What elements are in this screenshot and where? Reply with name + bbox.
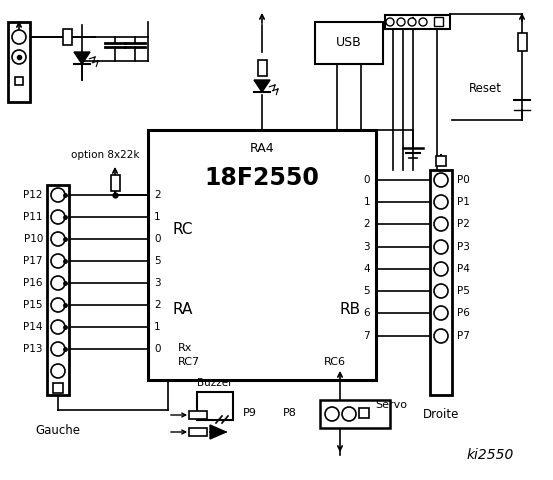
Text: 3: 3 [154,278,160,288]
Circle shape [342,407,356,421]
Circle shape [51,210,65,224]
Text: Rx: Rx [178,343,192,353]
Text: P13: P13 [23,344,43,354]
Text: 5: 5 [363,286,370,296]
Text: USB: USB [336,36,362,49]
Bar [47,185,69,395]
Text: RC7: RC7 [178,357,200,367]
Circle shape [419,18,427,26]
Text: P10: P10 [24,234,43,244]
Text: 2: 2 [363,219,370,229]
Circle shape [408,18,416,26]
Bar [63,29,72,45]
Text: RC6: RC6 [324,357,346,367]
Circle shape [434,173,448,187]
Text: 6: 6 [363,308,370,318]
Text: Reset: Reset [469,82,502,95]
Text: 4: 4 [363,264,370,274]
Text: P3: P3 [457,242,470,252]
Text: 5: 5 [154,256,160,266]
Text: P9: P9 [243,408,257,418]
Circle shape [397,18,405,26]
Text: P2: P2 [457,219,470,229]
Circle shape [434,284,448,298]
Circle shape [12,50,26,64]
Circle shape [51,232,65,246]
Bar [111,175,120,191]
Text: RC: RC [173,223,194,238]
Text: 3: 3 [363,242,370,252]
Circle shape [386,18,394,26]
Circle shape [434,262,448,276]
Text: 2: 2 [154,190,160,200]
Text: RB: RB [340,302,361,317]
Text: P8: P8 [283,408,297,418]
Text: 0: 0 [363,175,370,185]
Circle shape [51,188,65,202]
Bar [315,22,383,64]
Bar [430,170,452,395]
Polygon shape [74,52,90,64]
Circle shape [51,342,65,356]
Text: P14: P14 [23,322,43,332]
Polygon shape [254,80,270,92]
Text: 7: 7 [363,331,370,341]
Bar [385,15,450,29]
Circle shape [325,407,339,421]
Text: P11: P11 [23,212,43,222]
Text: Gauche: Gauche [35,423,81,436]
Text: RA: RA [173,302,194,317]
Text: Droite: Droite [423,408,459,421]
Bar [320,400,390,428]
Text: option 8x22k: option 8x22k [71,150,139,160]
Text: P16: P16 [23,278,43,288]
Bar [258,60,267,76]
Bar [434,17,443,26]
Circle shape [51,298,65,312]
Circle shape [51,320,65,334]
Text: P5: P5 [457,286,470,296]
Circle shape [434,195,448,209]
Bar [189,411,207,419]
Bar [518,33,527,51]
Circle shape [51,364,65,378]
Text: P0: P0 [457,175,469,185]
Text: P7: P7 [457,331,470,341]
Bar [148,130,376,380]
Text: 1: 1 [154,322,160,332]
Circle shape [51,276,65,290]
Bar [15,77,23,85]
Text: 2: 2 [154,300,160,310]
Circle shape [51,254,65,268]
Text: P6: P6 [457,308,470,318]
Bar [197,392,233,420]
Bar [359,408,369,418]
Bar [8,22,30,102]
Text: ki2550: ki2550 [466,448,514,462]
Circle shape [434,240,448,254]
Circle shape [12,30,26,44]
Text: Servo: Servo [375,400,407,410]
Text: P4: P4 [457,264,470,274]
Circle shape [434,217,448,231]
Text: 1: 1 [363,197,370,207]
Bar [53,383,63,393]
Circle shape [434,329,448,343]
Text: P17: P17 [23,256,43,266]
Text: Buzzer: Buzzer [197,378,233,388]
Text: 18F2550: 18F2550 [205,166,320,190]
Text: 1: 1 [154,212,160,222]
Polygon shape [210,425,226,439]
Bar [436,156,446,166]
Text: 0: 0 [154,344,160,354]
Text: 0: 0 [154,234,160,244]
Text: P12: P12 [23,190,43,200]
Circle shape [434,306,448,320]
Bar [189,428,207,436]
Text: P15: P15 [23,300,43,310]
Text: P1: P1 [457,197,470,207]
Text: RA4: RA4 [250,142,274,155]
